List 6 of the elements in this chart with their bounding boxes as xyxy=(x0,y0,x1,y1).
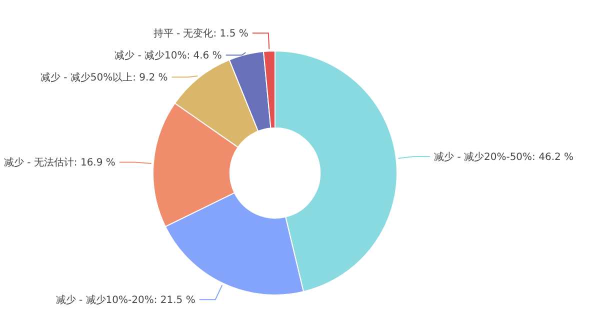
slice-label: 减少 - 减少10%-20%: 21.5 % xyxy=(56,294,196,306)
slice-label: 减少 - 无法估计: 16.9 % xyxy=(4,156,116,169)
slice-label: 持平 - 无变化: 1.5 % xyxy=(153,28,248,40)
slice-label: 减少 - 减少20%-50%: 46.2 % xyxy=(434,151,574,164)
slice-label: 减少 - 减少10%: 4.6 % xyxy=(114,50,222,62)
slice-label: 减少 - 减少50%以上: 9.2 % xyxy=(40,72,168,84)
